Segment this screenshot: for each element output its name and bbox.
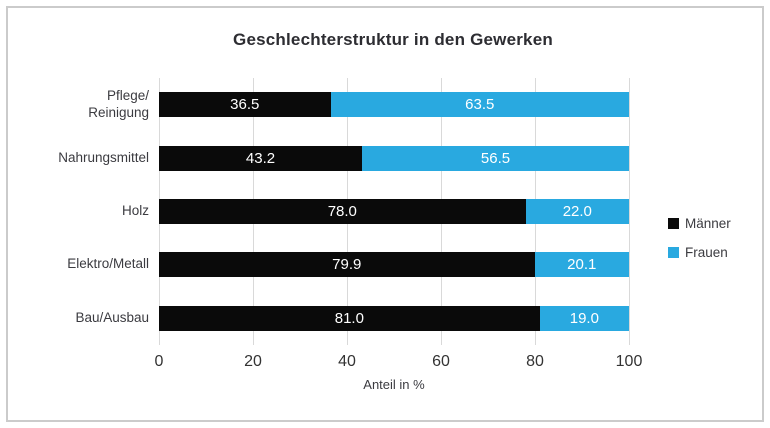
- x-tick-label: 40: [338, 353, 356, 370]
- legend-item: Männer: [668, 216, 731, 231]
- bar-row: 81.0 19.0: [159, 305, 629, 331]
- bar-segment: 20.1: [534, 252, 629, 278]
- bar-value-label: 79.9: [332, 256, 362, 274]
- bar-value-label: 22.0: [562, 203, 592, 220]
- legend-swatch-icon: [668, 218, 679, 229]
- x-tick-label: 100: [615, 353, 643, 370]
- bar-segment: 78.0: [159, 199, 526, 224]
- bar-segment: 81.0: [159, 305, 540, 331]
- bar-segment: 36.5: [159, 92, 331, 118]
- x-tick-label: 0: [154, 353, 164, 370]
- bar-segment: 63.5: [330, 92, 629, 118]
- legend-swatch-icon: [668, 247, 679, 258]
- legend-label: Frauen: [685, 245, 728, 260]
- chart-inner: Geschlechterstruktur in den Gewerken 36.…: [16, 16, 770, 428]
- x-axis-ticks: 0 20 40 60 80 100: [155, 353, 643, 373]
- x-tick-label: 20: [244, 353, 262, 370]
- bar-segment: 19.0: [539, 305, 629, 331]
- category-label: Elektro/Metall: [67, 256, 149, 272]
- bar-value-label: 56.5: [480, 149, 511, 167]
- x-tick-label: 60: [432, 353, 450, 370]
- category-label: Nahrungsmittel: [58, 149, 149, 165]
- category-label: Holz: [121, 203, 149, 218]
- legend-item: Frauen: [668, 245, 731, 260]
- x-tick-label: 80: [526, 353, 544, 370]
- x-axis-title: Anteil in %: [363, 377, 425, 392]
- bar-segment: 22.0: [525, 199, 629, 224]
- bar-segment: 79.9: [159, 252, 535, 278]
- legend-label: Männer: [685, 216, 731, 231]
- chart-title: Geschlechterstruktur in den Gewerken: [233, 30, 553, 49]
- bar-value-label: 43.2: [245, 149, 276, 167]
- bar-value-label: 63.5: [465, 96, 495, 114]
- bar-row: 78.0 22.0: [159, 199, 629, 224]
- bar-value-label: 20.1: [567, 256, 597, 274]
- bar-value-label: 81.0: [334, 309, 364, 327]
- chart-frame: Geschlechterstruktur in den Gewerken 36.…: [6, 6, 764, 422]
- category-label: Bau/Ausbau: [75, 309, 149, 325]
- plot-area: 36.5 63.5 43.2 56.5 78.0 22.0 79.9 20.1 81.0 19.0: [159, 78, 630, 345]
- bar-segment: 56.5: [362, 145, 629, 171]
- gridline-100: [629, 78, 630, 345]
- bar-value-label: 36.5: [230, 96, 260, 114]
- legend: Männer Frauen: [668, 216, 731, 260]
- bar-segment: 43.2: [159, 145, 363, 171]
- bar-value-label: 19.0: [569, 309, 599, 327]
- category-label: Pflege/ Reinigung: [88, 87, 149, 120]
- bar-row: 43.2 56.5: [159, 145, 629, 171]
- bar-row: 79.9 20.1: [159, 252, 629, 278]
- bar-row: 36.5 63.5: [159, 92, 629, 118]
- bar-value-label: 78.0: [327, 203, 357, 220]
